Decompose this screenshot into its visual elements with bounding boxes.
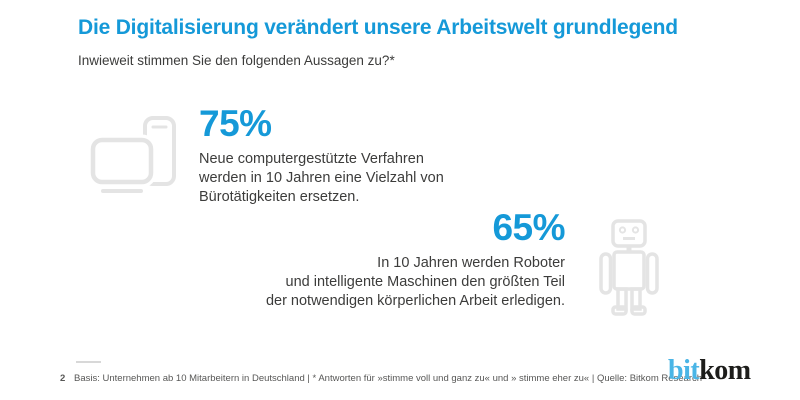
stat-robot-description: In 10 Jahren werden Roboter und intellig…	[265, 254, 565, 309]
robot-icon	[599, 218, 659, 323]
page-number: 2	[60, 373, 66, 384]
bitkom-logo-kom: kom	[699, 355, 751, 386]
slide-title: Die Digitalisierung verändert unsere Arb…	[78, 16, 678, 39]
desktop-and-tablet-icon	[87, 113, 178, 202]
stat-computer-value: 75%	[199, 103, 272, 144]
stat-computer: 75% Neue computergestützte Verfahren wer…	[199, 103, 444, 207]
stat-computer-description: Neue computergestützte Verfahren werden …	[199, 150, 444, 205]
stat-robot: 65% In 10 Jahren werden Roboter und inte…	[265, 207, 566, 311]
footnote-divider	[76, 361, 101, 363]
stat-robot-value: 65%	[492, 207, 565, 248]
bitkom-logo-bit: bit	[668, 355, 700, 386]
footnote-text: Basis: Unternehmen ab 10 Mitarbeitern in…	[74, 373, 703, 384]
slide-subtitle: Inwieweit stimmen Sie den folgenden Auss…	[78, 53, 395, 68]
bitkom-logo: bitkom	[668, 355, 751, 387]
